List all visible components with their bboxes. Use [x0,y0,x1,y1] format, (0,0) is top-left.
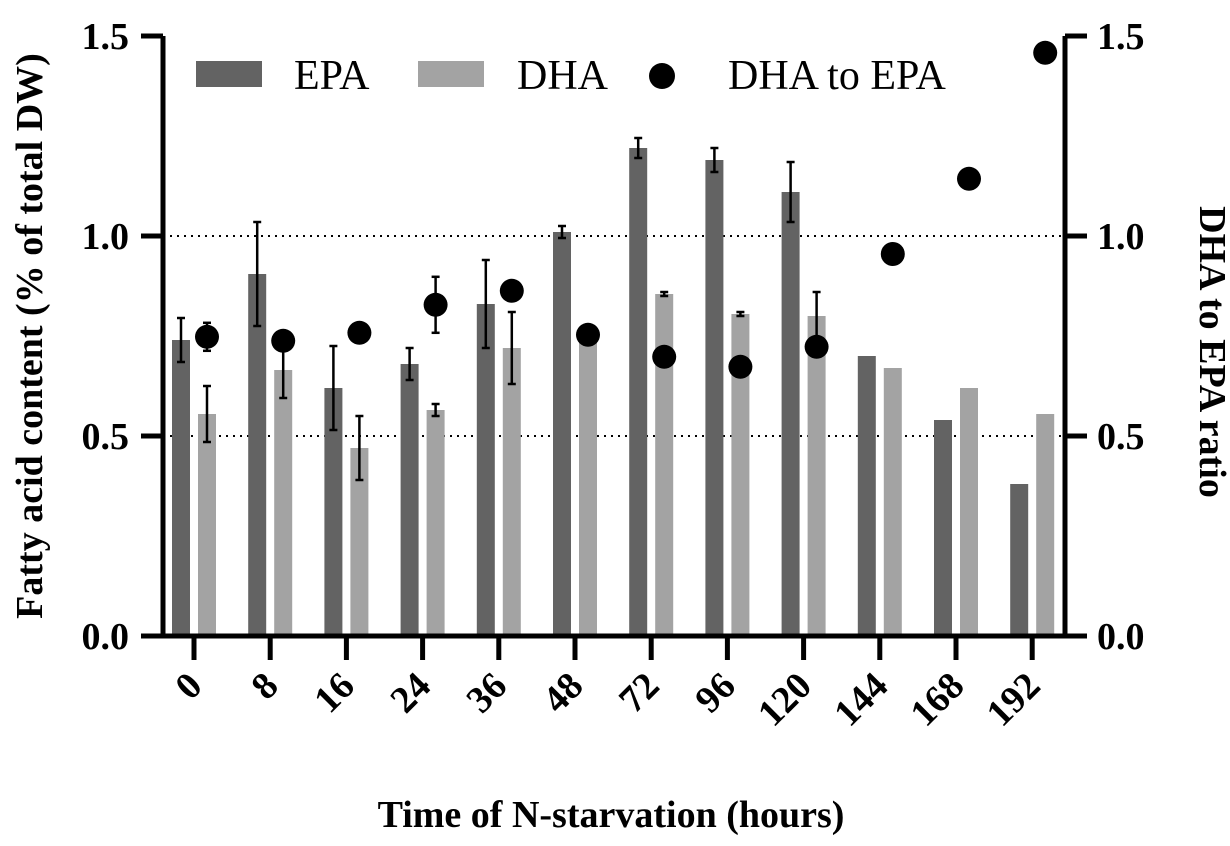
bar-epa-24 [400,364,419,636]
bar-dha-0 [198,414,216,636]
bar-dha-144 [883,368,902,636]
x-tick-label-36: 36 [459,665,516,722]
error-bar-epa-24 [405,346,414,382]
x-tick-label-24: 24 [382,665,439,722]
error-bar-dha-36 [507,310,516,386]
error-bar-epa-48 [558,224,566,240]
bar-epa-120 [781,192,800,636]
bar-dha-48 [579,338,597,636]
bar-epa-192 [1010,484,1029,636]
ratio-point-36 [499,278,524,303]
legend-label-epa: EPA [294,53,370,99]
ratio-point-72 [652,344,677,369]
x-tick-label-72: 72 [611,665,668,722]
bar-dha-36 [502,348,521,636]
x-axis-title: Time of N-starvation (hours) [378,794,845,836]
ratio-points [195,40,1058,379]
legend-label-ratio: DHA to EPA [728,53,947,99]
bar-dha-16 [350,448,369,636]
bars [172,148,1055,636]
bar-epa-72 [629,148,648,636]
ratio-point-144 [880,242,905,266]
error-bars [177,136,821,482]
bar-epa-0 [172,340,190,636]
error-bar-dha-16 [355,414,364,482]
legend-swatch-epa [196,61,262,87]
y-tick-label-right: 0.5 [1097,416,1145,458]
ratio-point-8 [271,328,296,353]
bar-dha-96 [731,314,750,636]
y-tick-label-right: 1.0 [1097,216,1145,258]
x-tick-label-96: 96 [687,665,744,722]
ticks: 0.0 0.0 0.5 0.5 1.0 1.0 1.5 1.5 0 8 16 24 36 48 72 96 12… [82,16,1145,735]
error-bar-dha-72 [660,290,669,298]
error-bar-epa-16 [329,344,338,432]
y-tick-label-left: 0.5 [82,416,130,458]
legend-label-dha: DHA [517,53,609,99]
bar-dha-72 [655,294,674,636]
bar-epa-96 [705,160,724,636]
bar-epa-48 [553,232,571,636]
ratio-point-24 [423,292,448,317]
bar-epa-8 [248,274,267,636]
y-tick-label-right: 1.5 [1097,16,1145,58]
legend-swatch-dha [418,61,484,87]
y-axis-title-left: Fatty acid content (% of total DW) [9,53,51,619]
x-tick-label-0: 0 [167,665,210,708]
ratio-point-168 [957,166,981,191]
bar-dha-192 [1036,414,1055,636]
x-tick-label-16: 16 [306,665,363,722]
ratio-point-16 [347,320,372,345]
ratio-point-120 [804,334,829,359]
legend-marker-ratio [649,63,675,89]
error-bar-dha-96 [736,310,745,318]
bar-dha-168 [960,388,978,636]
y-axis-title-right: DHA to EPA ratio [1191,206,1230,498]
axes [160,36,1068,639]
error-bar-epa-72 [634,136,643,160]
error-bar-epa-36 [481,258,490,350]
bar-epa-36 [476,304,495,636]
error-bar-dha-0 [203,384,211,444]
y-tick-label-left: 1.0 [82,216,130,258]
x-tick-label-192: 192 [979,665,1049,735]
bar-epa-168 [934,420,952,636]
error-bar-dha-24 [431,402,440,418]
ratio-point-96 [728,354,753,379]
error-bar-epa-8 [253,220,262,328]
y-tick-label-left: 0.0 [82,616,130,658]
x-tick-label-168: 168 [902,665,972,735]
bar-dha-120 [807,316,826,636]
bar-epa-144 [857,356,876,636]
x-tick-label-48: 48 [535,665,592,722]
error-bar-epa-120 [786,160,795,224]
ratio-point-48 [576,322,600,347]
x-tick-label-120: 120 [750,665,820,735]
ratio-point-0 [195,324,219,349]
x-tick-label-144: 144 [826,665,896,735]
error-bar-epa-96 [710,146,719,174]
x-tick-label-8: 8 [243,665,286,708]
error-bar-epa-0 [177,316,185,364]
bar-epa-16 [324,388,343,636]
ratio-point-192 [1033,40,1058,65]
y-tick-label-left: 1.5 [82,16,130,58]
bar-dha-8 [274,370,293,636]
bar-dha-24 [426,410,445,636]
y-tick-label-right: 0.0 [1097,616,1145,658]
legend: EPA DHA DHA to EPA [196,53,947,99]
gridlines [163,235,1065,437]
